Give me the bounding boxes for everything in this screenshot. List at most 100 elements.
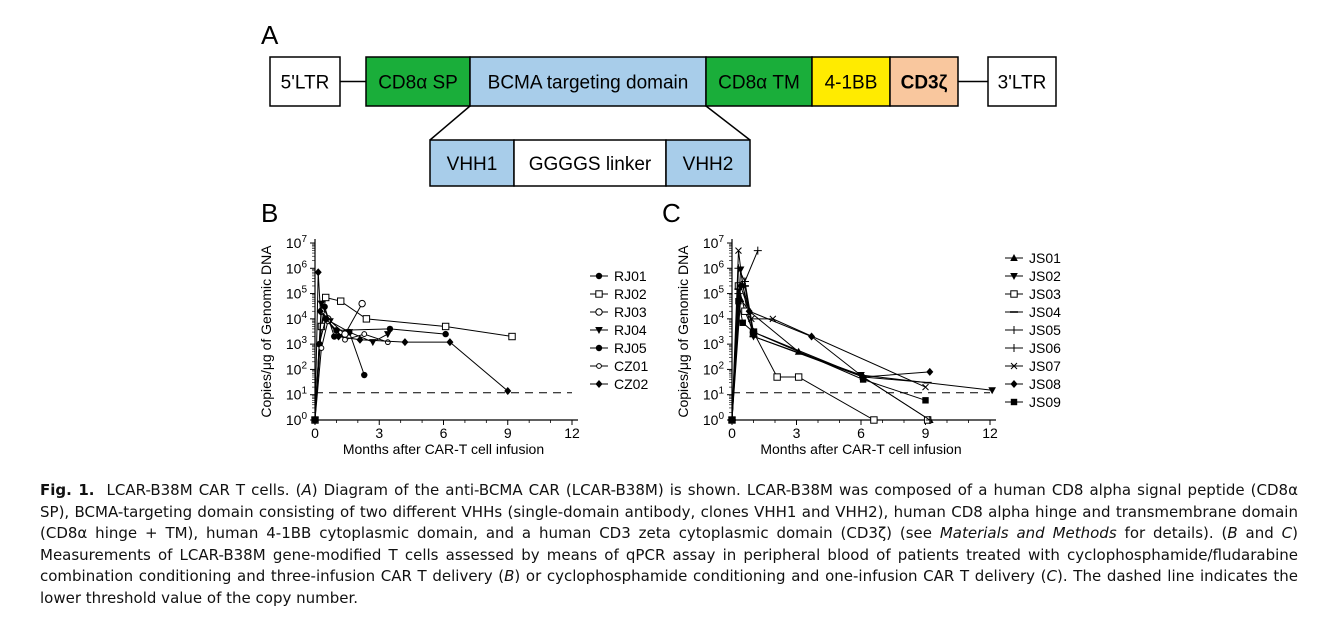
legend-entry: RJ01 bbox=[590, 268, 647, 284]
legend-label: RJ03 bbox=[614, 304, 647, 320]
expansion-line bbox=[429, 105, 471, 141]
x-tick-label: 12 bbox=[564, 425, 580, 441]
x-tick-label: 6 bbox=[857, 425, 865, 441]
legend-entry: JS06 bbox=[1005, 340, 1061, 356]
caption-segment: and bbox=[1237, 524, 1282, 542]
data-point bbox=[331, 333, 338, 340]
legend-entry: CZ01 bbox=[590, 358, 648, 374]
series-js04 bbox=[728, 285, 932, 421]
data-point bbox=[870, 416, 878, 424]
y-tick-label: 102 bbox=[286, 360, 308, 377]
series-cz02 bbox=[311, 268, 512, 424]
series-line bbox=[731, 285, 928, 421]
construct-box bbox=[469, 56, 707, 107]
y-tick-label: 103 bbox=[703, 335, 725, 352]
figure-label: Fig. 1. bbox=[40, 481, 95, 499]
y-tick-label: 107 bbox=[703, 234, 725, 251]
legend-entry: JS09 bbox=[1005, 394, 1061, 410]
legend-label: JS03 bbox=[1029, 286, 1061, 302]
legend-entry: JS07 bbox=[1005, 358, 1061, 374]
y-tick-label: 100 bbox=[286, 411, 308, 428]
legend-label: RJ04 bbox=[614, 322, 647, 338]
series-line bbox=[314, 296, 513, 421]
x-tick-label: 0 bbox=[728, 425, 736, 441]
series-js02 bbox=[728, 266, 996, 424]
data-point bbox=[441, 322, 450, 331]
y-tick-label: 101 bbox=[286, 386, 308, 403]
data-point bbox=[322, 293, 330, 302]
legend-label: CZ02 bbox=[614, 376, 648, 392]
construct-box bbox=[269, 56, 341, 107]
series-line bbox=[314, 272, 509, 421]
legend-marker bbox=[1010, 398, 1018, 406]
data-point bbox=[750, 328, 757, 336]
data-point bbox=[345, 329, 354, 337]
data-point bbox=[745, 307, 753, 316]
series-js05 bbox=[728, 277, 934, 424]
legend-entry: RJ02 bbox=[590, 286, 647, 302]
data-point bbox=[988, 387, 996, 395]
legend-label: RJ01 bbox=[614, 268, 647, 284]
series-js03 bbox=[728, 282, 932, 424]
legend-label: JS06 bbox=[1029, 340, 1061, 356]
data-point bbox=[317, 322, 326, 331]
legend-entry: RJ05 bbox=[590, 340, 647, 356]
domain-subbox bbox=[429, 139, 515, 187]
figure-caption: Fig. 1. LCAR-B38M CAR T cells. (A) Diagr… bbox=[40, 480, 1298, 609]
caption-segment: LCAR-B38M CAR T cells. ( bbox=[106, 481, 302, 499]
legend-marker bbox=[595, 290, 603, 298]
panel-label-a: A bbox=[261, 20, 279, 50]
legend-entry: JS01 bbox=[1005, 250, 1061, 266]
legend-label: JS01 bbox=[1029, 250, 1061, 266]
data-point bbox=[386, 325, 394, 333]
data-point bbox=[442, 330, 449, 338]
series-line bbox=[731, 301, 926, 421]
data-point bbox=[316, 307, 324, 316]
y-tick-label: 106 bbox=[286, 259, 308, 276]
legend-label: JS04 bbox=[1029, 304, 1061, 320]
caption-segment: B bbox=[1227, 524, 1238, 542]
data-point bbox=[753, 246, 762, 255]
series-line bbox=[731, 250, 926, 421]
data-point bbox=[337, 297, 345, 305]
chart-panel-c: 0 3 6 9 12 100 101 102 103 104 105 106 107 Months aft… bbox=[675, 234, 1061, 457]
domain-subbox bbox=[665, 139, 751, 187]
caption-segment: ). The dashed line indicates the lower t… bbox=[40, 567, 1298, 607]
caption-segment: for details). ( bbox=[1116, 524, 1228, 542]
figure-graphic: A B C 5'LTR CD8α SP BCMA targeting domain C… bbox=[258, 20, 1061, 457]
data-point bbox=[335, 332, 343, 341]
domain-subbox-label: VHH1 bbox=[447, 154, 498, 175]
construct-box-label: 5'LTR bbox=[281, 73, 330, 94]
data-point bbox=[318, 345, 325, 351]
series-js09 bbox=[728, 297, 929, 424]
construct-box bbox=[889, 56, 959, 107]
x-tick-label: 3 bbox=[375, 425, 383, 441]
data-point bbox=[735, 297, 742, 305]
series-js01 bbox=[728, 295, 934, 423]
legend-marker bbox=[595, 272, 603, 280]
legend-marker bbox=[1010, 326, 1018, 334]
domain-subbox bbox=[513, 139, 667, 187]
legend-marker bbox=[1010, 254, 1018, 261]
data-point bbox=[358, 299, 366, 308]
caption-segment: C bbox=[1046, 567, 1058, 585]
data-point bbox=[734, 289, 743, 298]
legend-marker bbox=[595, 380, 603, 388]
data-point bbox=[446, 338, 454, 347]
caption-segment: ) or cyclophosphamide conditioning and o… bbox=[514, 567, 1047, 585]
data-point bbox=[926, 367, 934, 376]
data-point bbox=[859, 376, 867, 383]
data-point bbox=[747, 315, 755, 323]
legend-marker bbox=[1010, 290, 1018, 298]
x-tick-label: 9 bbox=[922, 425, 930, 441]
y-tick-label: 103 bbox=[286, 335, 308, 352]
legend-entry: RJ04 bbox=[590, 322, 647, 338]
domain-subbox-label: VHH2 bbox=[683, 154, 734, 175]
y-tick-label: 105 bbox=[286, 285, 308, 302]
legend-entry: JS05 bbox=[1005, 322, 1061, 338]
x-tick-label: 9 bbox=[504, 425, 512, 441]
legend-label: JS02 bbox=[1029, 268, 1061, 284]
caption-segment: ) Measurements of LCAR-B38M gene-modifie… bbox=[40, 524, 1298, 585]
y-tick-label: 101 bbox=[703, 386, 725, 403]
data-point bbox=[728, 416, 736, 424]
